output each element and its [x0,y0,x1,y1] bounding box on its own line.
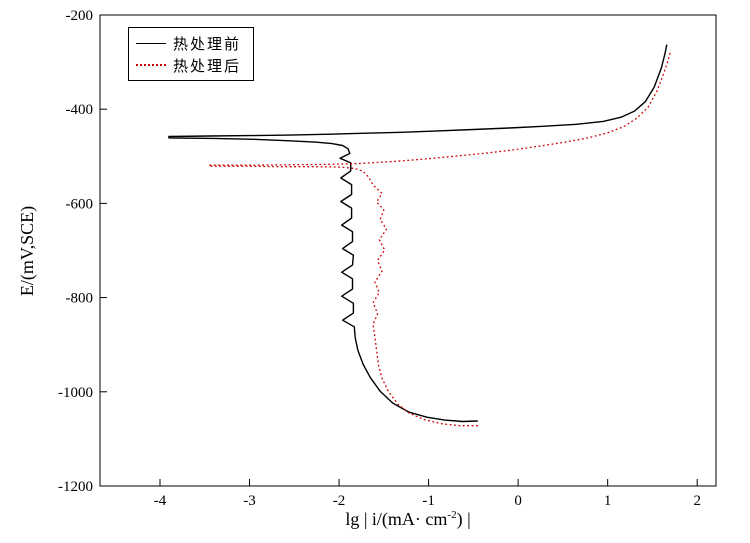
legend: 热处理前 热处理后 [128,27,255,81]
legend-item-before-heat-treatment: 热处理前 [136,32,241,54]
y-tick-label: -600 [66,196,94,212]
legend-label: 热处理后 [173,58,242,75]
y-tick-label: -400 [66,102,94,118]
plot-frame [99,14,717,487]
x-tick-label: 2 [693,493,701,509]
y-tick-label: -200 [66,8,94,24]
dotted-line-sample [136,64,166,66]
y-tick-label: -1200 [58,479,93,495]
x-axis-label: lg | i/(mA· cm-2) | [100,509,716,530]
series-curve-1 [208,51,671,427]
series-curve-0 [168,44,668,423]
x-tick-label: -3 [243,493,256,509]
x-tick-label: -4 [154,493,167,509]
legend-item-after-heat-treatment: 热处理后 [136,54,241,76]
x-tick-label: -2 [333,493,346,509]
x-axis-label-suffix: ) | [456,509,471,529]
y-axis-label: E/(mV,SCE) [17,151,39,351]
solid-line-sample [136,42,166,44]
legend-label: 热处理前 [173,36,242,53]
x-tick-label: -1 [422,493,435,509]
y-axis-label-text: E/(mV,SCE) [17,205,37,297]
y-tick-label: -800 [66,291,94,307]
x-axis-label-prefix: lg | i/(mA· cm [345,509,448,529]
y-tick-label: -1000 [58,385,93,401]
x-tick-label: 0 [514,493,522,509]
x-axis-label-superscript: -2 [447,509,457,521]
x-tick-label: 1 [604,493,612,509]
